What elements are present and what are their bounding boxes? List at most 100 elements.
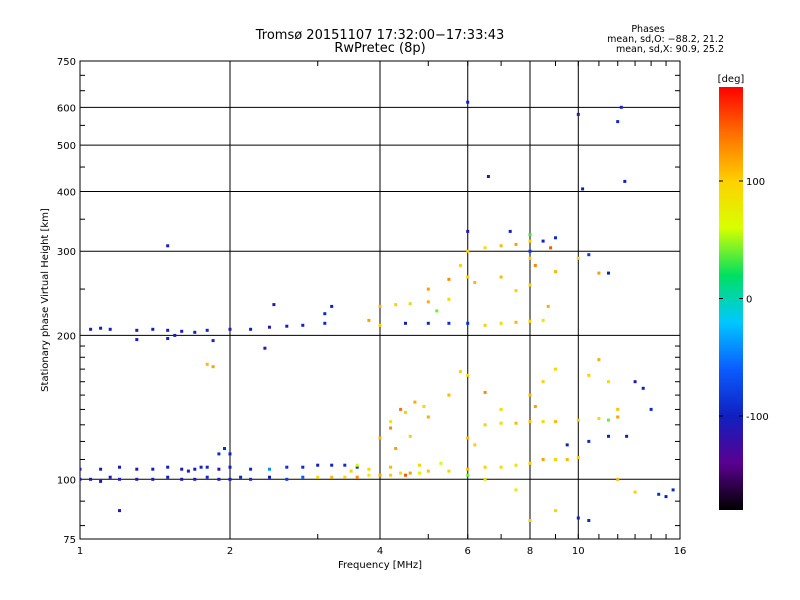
data-point-X-30	[389, 420, 393, 424]
data-point-X-57	[528, 283, 532, 287]
x-tick-10: 10	[572, 546, 585, 557]
data-point-O-37	[355, 465, 359, 469]
data-point-O-6	[151, 477, 155, 481]
data-point-X-70	[597, 417, 601, 420]
data-point-X-5	[389, 473, 393, 477]
phase-stats-o: mean, sd,O: −88.2, 21.2	[607, 34, 724, 45]
data-point-X-51	[514, 320, 518, 324]
data-point-O-67	[186, 469, 190, 473]
data-point-O-84	[486, 175, 490, 178]
data-point-X-69	[576, 418, 580, 422]
data-point-O-55	[272, 303, 276, 307]
data-point-O-96	[671, 488, 675, 492]
data-point-X-8	[418, 471, 421, 475]
data-point-X-42	[473, 281, 477, 284]
data-point-X-40	[447, 277, 451, 281]
data-point-O-23	[151, 467, 155, 471]
data-point-O-63	[217, 452, 221, 456]
data-point-X-102	[549, 246, 553, 250]
data-point-O-45	[193, 330, 197, 334]
data-point-X-37	[426, 300, 430, 304]
data-point-O-46	[205, 328, 209, 332]
data-point-X-49	[483, 323, 487, 327]
y-tick-400: 400	[57, 187, 76, 198]
data-point-X-28	[413, 400, 417, 404]
y-tick-600: 600	[57, 103, 76, 114]
data-point-X-12	[483, 465, 487, 469]
data-point-O-90	[607, 434, 610, 438]
data-point-O-75	[508, 229, 512, 233]
y-tick-200: 200	[57, 331, 76, 342]
data-point-O-32	[285, 465, 289, 469]
data-point-X-46	[499, 244, 503, 248]
data-point-X-60	[554, 270, 557, 274]
data-point-X-63	[483, 423, 487, 427]
data-point-X-23	[418, 463, 421, 467]
data-point-X-48	[528, 239, 532, 243]
data-point-X-84	[499, 407, 503, 411]
data-point-O-39	[99, 326, 103, 330]
data-point-O-13	[239, 475, 243, 479]
data-point-X-10	[447, 469, 451, 473]
y-tick-500: 500	[57, 141, 76, 152]
data-point-O-57	[166, 244, 170, 248]
data-point-X-13	[499, 465, 503, 469]
data-point-X-59	[528, 256, 532, 260]
phase-stats-x: mean, sd,X: 90.9, 25.2	[616, 44, 724, 55]
data-point-X-95	[435, 309, 439, 313]
data-point-O-71	[426, 321, 430, 325]
data-point-O-69	[211, 339, 215, 343]
data-point-O-59	[166, 337, 170, 340]
data-point-X-22	[389, 465, 393, 469]
data-point-O-47	[228, 327, 232, 331]
data-point-O-51	[301, 323, 305, 327]
colorbar-tick--100: -100	[746, 412, 769, 423]
data-point-X-96	[528, 233, 532, 237]
data-point-O-64	[228, 452, 232, 456]
data-point-X-98	[378, 323, 382, 327]
phase-stats-heading: Phases	[631, 24, 664, 35]
data-point-X-56	[533, 264, 537, 267]
data-point-O-92	[633, 380, 637, 384]
data-point-X-20	[349, 469, 353, 473]
data-point-X-24	[439, 461, 443, 465]
data-point-O-99	[587, 519, 591, 522]
data-point-X-0	[330, 475, 334, 479]
data-point-X-52	[528, 319, 532, 323]
data-point-X-16	[541, 458, 545, 461]
data-point-O-12	[228, 477, 232, 481]
data-point-O-68	[118, 509, 121, 513]
data-point-X-74	[554, 367, 557, 371]
data-point-O-87	[581, 187, 585, 191]
y-tick-750: 750	[57, 57, 76, 68]
data-point-O-72	[447, 321, 451, 325]
data-point-X-85	[466, 436, 470, 440]
data-point-O-77	[541, 239, 545, 243]
data-point-O-94	[649, 407, 653, 411]
x-tick-16: 16	[674, 546, 687, 557]
data-point-O-28	[217, 467, 221, 471]
data-point-X-99	[367, 318, 371, 322]
data-point-X-15	[528, 461, 532, 465]
data-point-O-78	[554, 236, 557, 240]
data-point-X-78	[607, 380, 610, 384]
data-point-O-3	[108, 475, 112, 479]
minor-ticks	[80, 61, 680, 539]
data-point-O-21	[118, 465, 121, 469]
y-tick-300: 300	[57, 247, 76, 258]
data-point-O-11	[217, 477, 221, 481]
data-point-X-31	[399, 407, 403, 411]
data-point-X-36	[408, 302, 412, 306]
data-point-X-45	[483, 246, 487, 250]
data-point-O-95	[664, 495, 668, 499]
data-point-O-82	[619, 105, 623, 109]
data-point-O-27	[205, 465, 209, 469]
data-point-X-17	[554, 458, 557, 461]
data-point-X-25	[378, 436, 382, 440]
data-point-O-41	[135, 328, 139, 332]
data-point-O-76	[528, 249, 532, 253]
data-point-X-47	[514, 242, 518, 246]
data-point-O-50	[285, 324, 289, 328]
data-point-O-88	[565, 443, 569, 447]
data-point-X-43	[458, 264, 462, 267]
